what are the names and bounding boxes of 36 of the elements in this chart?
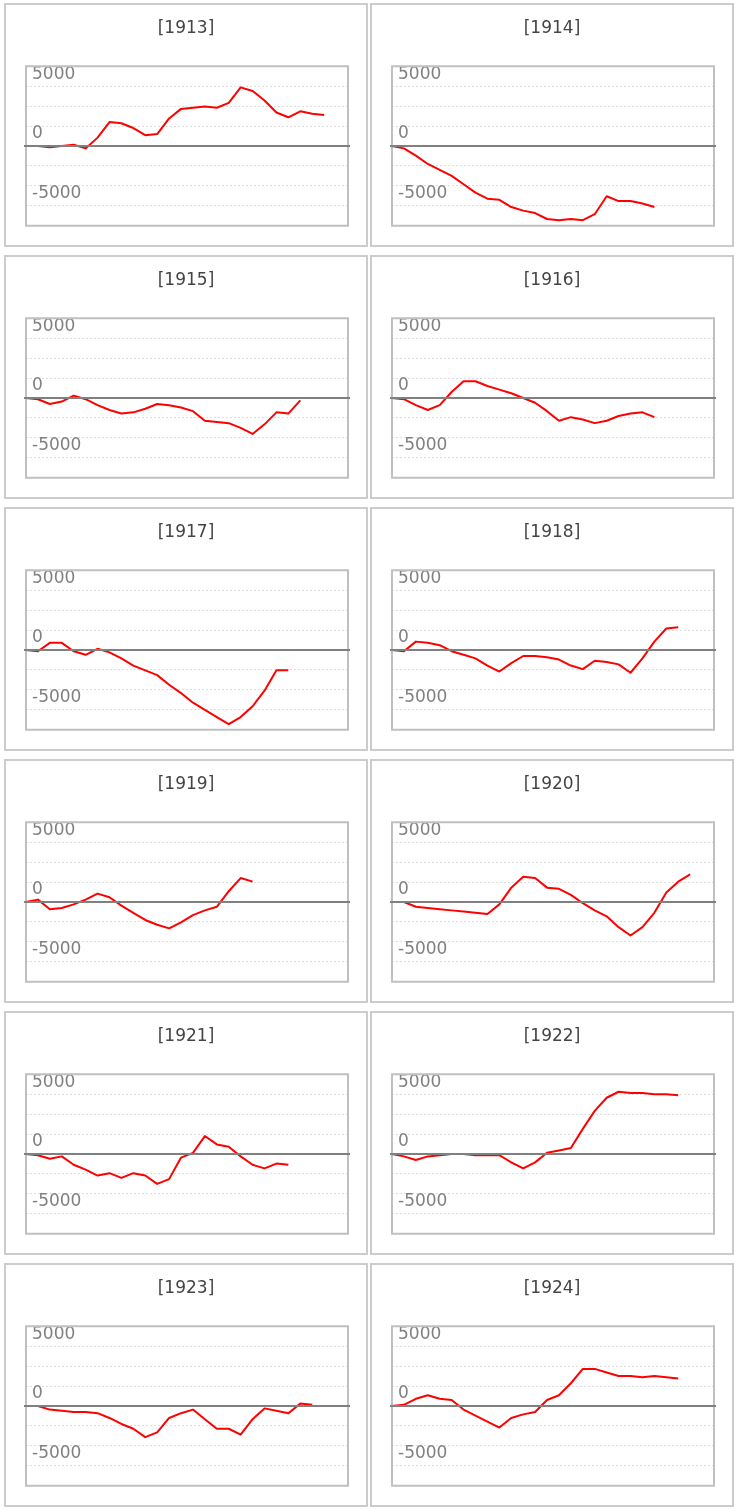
y-tick-label: 0: [398, 122, 409, 143]
y-tick-label: -5000: [398, 434, 448, 455]
y-tick-label: 0: [398, 878, 409, 899]
y-tick-label: 0: [398, 1130, 409, 1151]
chart-title: [1916]: [522, 269, 582, 289]
y-tick-label: -5000: [32, 938, 82, 959]
y-tick-label: -5000: [32, 182, 82, 203]
y-tick-label: 0: [32, 626, 43, 647]
y-tick-label: -5000: [398, 686, 448, 707]
chart-title: [1922]: [522, 1025, 582, 1045]
y-tick-label: 0: [32, 122, 43, 143]
y-tick-label: 0: [32, 878, 43, 899]
y-tick-label: -5000: [32, 1442, 82, 1463]
chart-title: [1913]: [156, 17, 216, 37]
y-tick-label: 0: [32, 1130, 43, 1151]
chart-title: [1920]: [522, 773, 582, 793]
chart-title: [1914]: [522, 17, 582, 37]
y-tick-label: 0: [32, 1382, 43, 1403]
y-tick-label: -5000: [32, 1190, 82, 1211]
chart-title: [1924]: [522, 1277, 582, 1297]
y-tick-label: -5000: [32, 686, 82, 707]
chart-title: [1918]: [522, 521, 582, 541]
chart-title: [1921]: [156, 1025, 216, 1045]
chart-title: [1915]: [156, 269, 216, 289]
y-tick-label: -5000: [398, 938, 448, 959]
y-tick-label: -5000: [398, 1442, 448, 1463]
chart-title: [1919]: [156, 773, 216, 793]
y-tick-label: 0: [398, 1382, 409, 1403]
y-tick-label: 0: [398, 374, 409, 395]
y-tick-label: 0: [398, 626, 409, 647]
y-tick-label: -5000: [398, 1190, 448, 1211]
y-tick-label: -5000: [398, 182, 448, 203]
y-tick-label: -5000: [32, 434, 82, 455]
chart-title: [1923]: [156, 1277, 216, 1297]
y-tick-label: 0: [32, 374, 43, 395]
chart-title: [1917]: [156, 521, 216, 541]
